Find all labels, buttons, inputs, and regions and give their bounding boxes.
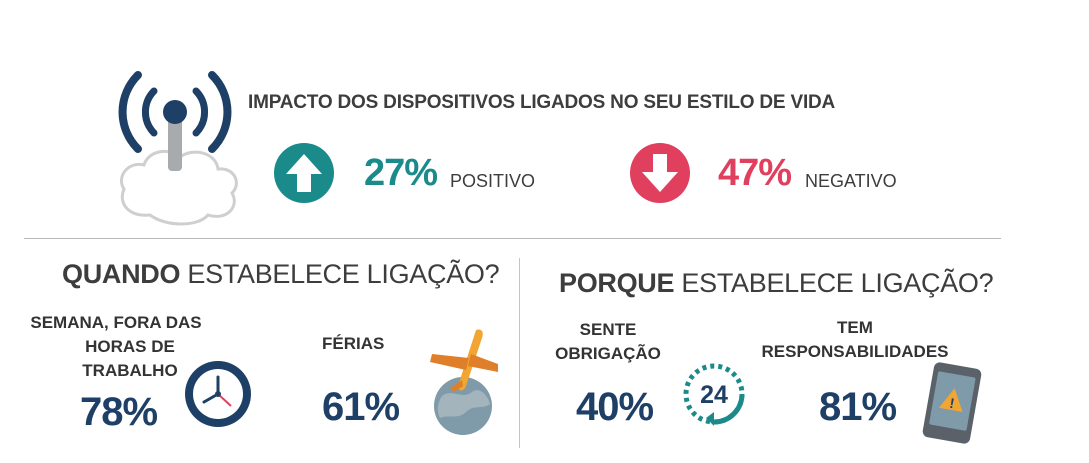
page-title: IMPACTO DOS DISPOSITIVOS LIGADOS NO SEU …	[248, 92, 836, 113]
why-responsibilities-value: 81%	[819, 385, 897, 429]
caption-line: RESPONSABILIDADES	[761, 342, 949, 361]
phone-warning-icon: !	[922, 362, 982, 444]
when-title-rest: ESTABELECE LIGAÇÃO?	[180, 259, 500, 289]
why-obligation-value: 40%	[576, 385, 654, 429]
caption-line: SENTE	[579, 320, 637, 339]
clock-icon	[185, 361, 251, 427]
when-weekday-caption: SEMANA, FORA DAS HORAS DE TRABALHO	[18, 311, 214, 383]
caption-line: OBRIGAÇÃO	[555, 344, 661, 363]
caption-line: HORAS DE	[85, 337, 175, 356]
airplane-globe-icon	[430, 329, 498, 435]
when-vacation-caption: FÉRIAS	[322, 332, 384, 356]
caption-line: TRABALHO	[82, 361, 178, 380]
vertical-divider	[519, 258, 520, 448]
when-section-title: QUANDO ESTABELECE LIGAÇÃO?	[62, 259, 500, 290]
caption-line: SEMANA, FORA DAS	[30, 313, 202, 332]
when-vacation-value: 61%	[322, 385, 400, 429]
why-section-title: PORQUE ESTABELECE LIGAÇÃO?	[559, 268, 994, 299]
24-hours-text: 24	[700, 381, 728, 409]
when-title-bold: QUANDO	[62, 259, 181, 289]
why-title-bold: PORQUE	[559, 268, 675, 298]
warning-mark: !	[948, 395, 955, 412]
negative-percentage: 47%	[718, 152, 792, 194]
why-responsibilities-caption: TEM RESPONSABILIDADES	[752, 316, 958, 364]
positive-label: POSITIVO	[450, 171, 536, 191]
24-hours-icon: 24	[683, 363, 745, 426]
positive-percentage: 27%	[364, 152, 438, 194]
negative-label: NEGATIVO	[805, 171, 897, 191]
why-title-rest: ESTABELECE LIGAÇÃO?	[674, 268, 994, 298]
signal-tower-cloud-icon	[118, 71, 238, 226]
arrow-up-icon	[274, 143, 334, 203]
horizontal-divider	[24, 238, 1001, 239]
why-obligation-caption: SENTE OBRIGAÇÃO	[546, 318, 670, 366]
arrow-down-icon	[630, 143, 690, 203]
caption-line: TEM	[837, 318, 873, 337]
caption-line: FÉRIAS	[322, 334, 385, 353]
when-weekday-value: 78%	[80, 390, 158, 434]
